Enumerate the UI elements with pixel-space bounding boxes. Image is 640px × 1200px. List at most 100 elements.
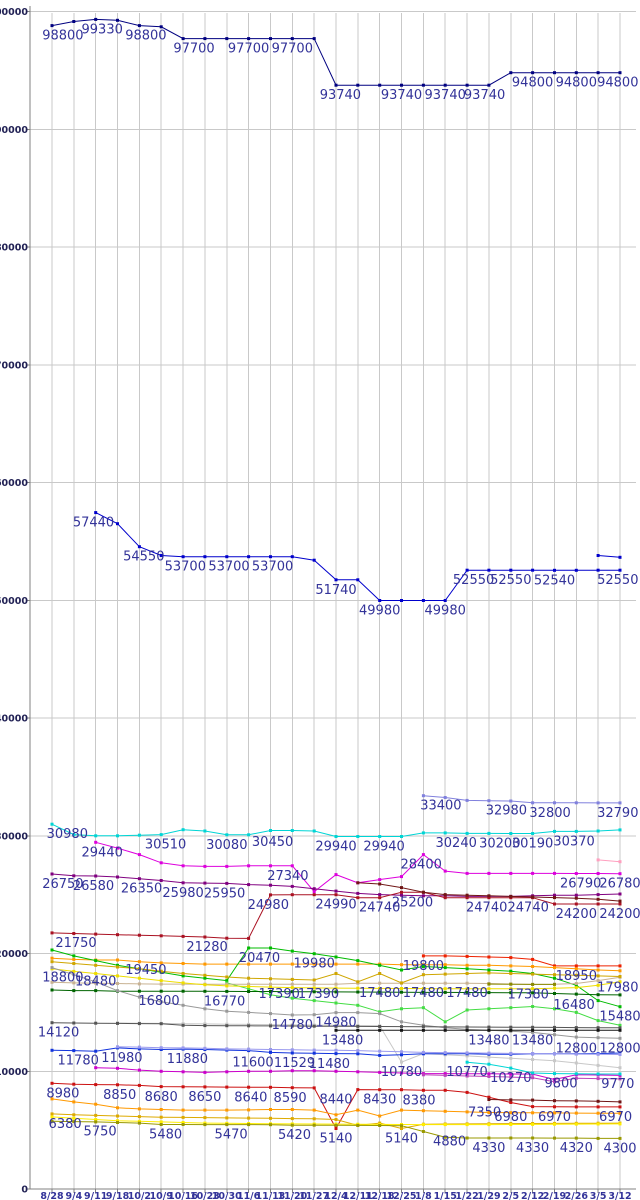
series-darkgreen-marker	[181, 989, 185, 993]
series-orange-low-marker	[356, 1108, 360, 1112]
series-orange-marker	[247, 962, 251, 966]
series-cyan-marker	[203, 829, 207, 833]
series-darkgreen-marker	[400, 990, 403, 994]
series-purple-marker	[596, 893, 600, 897]
series-darkred-low-marker	[574, 1105, 578, 1109]
series-darkred-low-marker	[225, 1085, 229, 1089]
point-label: 17480	[403, 986, 444, 1001]
series-yellow-mid-marker	[356, 986, 360, 990]
series-olive-marker	[290, 1123, 294, 1127]
point-label: 17480	[446, 986, 487, 1001]
series-lightgray-marker	[203, 1022, 207, 1026]
series-gold-mid-marker	[72, 962, 76, 965]
series-black-marker	[465, 1028, 469, 1032]
series-orange-marker	[487, 963, 491, 967]
series-purple-marker	[137, 877, 141, 881]
series-orange-low-marker	[334, 1113, 338, 1117]
series-magenta-low-marker	[137, 1068, 141, 1072]
series-yellow-mid-marker	[421, 987, 425, 991]
series-olive-short-marker	[509, 982, 513, 986]
series-yellow-low-marker	[574, 1122, 578, 1126]
series-periwinkle-marker	[421, 794, 425, 798]
series-lightgray-marker	[553, 1059, 556, 1063]
series-tan-marker	[443, 981, 447, 985]
series-darkgray-marker	[531, 1025, 535, 1029]
series-orange-low-marker	[225, 1108, 229, 1112]
point-label: 30190	[512, 837, 553, 852]
series-periwinkle-low-marker	[312, 1048, 316, 1052]
point-label: 11980	[101, 1051, 142, 1066]
series-gray-marker	[225, 1009, 229, 1013]
series-orange-marker	[443, 963, 447, 967]
point-label: 18950	[556, 969, 597, 984]
series-gold-low-marker	[72, 1113, 76, 1117]
series-darkgreen-marker	[159, 989, 163, 993]
series-gold-mid-marker	[443, 972, 447, 976]
series-tan-marker	[72, 981, 76, 985]
series-cyan-marker	[290, 829, 294, 832]
series-blue-marker	[531, 568, 535, 572]
series-green-marker	[334, 955, 338, 959]
series-orange-low-marker	[378, 1114, 382, 1118]
series-orange-low-marker	[181, 1108, 185, 1112]
series-darkgreen-marker	[203, 989, 207, 993]
series-gold-mid-marker	[378, 972, 382, 975]
series-navy-marker	[487, 83, 491, 87]
series-gold-mid-marker	[465, 972, 469, 975]
point-label: 94800	[556, 76, 597, 91]
point-label: 17390	[259, 987, 300, 1002]
series-maroon-marker	[94, 932, 98, 936]
x-axis-tick-label: 10/30	[212, 1191, 242, 1200]
series-green-marker	[290, 949, 294, 953]
series-cyan-low-line	[467, 1061, 620, 1075]
series-magenta-marker	[465, 871, 469, 875]
series-lightgray-line	[117, 1022, 621, 1069]
point-label: 10270	[490, 1071, 531, 1086]
series-blue-marker	[247, 555, 251, 559]
point-label: 30080	[206, 838, 247, 853]
series-blue-low-marker	[72, 1049, 76, 1053]
series-gold-low-marker	[225, 1116, 229, 1120]
series-orange-low-marker	[487, 1111, 491, 1114]
series-lightgreen-marker	[509, 1006, 513, 1010]
series-yellow-mid-marker	[225, 984, 229, 988]
series-gold-low-marker	[203, 1116, 207, 1120]
series-orange-low-marker	[443, 1109, 447, 1113]
series-maroon-marker	[72, 932, 76, 935]
y-axis-tick-label: 10000	[0, 1067, 28, 1078]
series-navy-marker	[596, 71, 600, 75]
series-cyan-marker	[334, 835, 338, 838]
series-maroon-marker	[50, 931, 54, 935]
series-blue-marker	[116, 522, 119, 526]
series-periwinkle-low-marker	[181, 1046, 185, 1050]
series-gray-marker	[269, 1012, 272, 1016]
series-darkred-low-marker	[509, 1101, 513, 1104]
x-axis-tick-label: 12/18	[365, 1191, 395, 1200]
y-axis-tick-label: 70000	[0, 360, 28, 371]
series-cyan-marker	[247, 833, 251, 837]
series-maroon-marker	[356, 896, 360, 900]
point-label: 97700	[173, 42, 214, 57]
point-label: 9800	[544, 1077, 577, 1092]
series-magenta-low-marker	[225, 1070, 229, 1074]
series-darkgreen-marker	[290, 990, 294, 994]
point-label: 16480	[553, 998, 594, 1013]
series-lightgray-marker	[465, 1054, 469, 1058]
series-yellow-mid-marker	[269, 985, 272, 989]
series-cyan-low-marker	[574, 1072, 578, 1076]
series-navy-marker	[531, 71, 535, 75]
x-axis-tick-label: 1/15	[434, 1191, 457, 1200]
series-navy-marker	[181, 37, 185, 41]
series-green-marker	[181, 974, 185, 978]
series-violet-low-marker	[618, 1077, 622, 1081]
point-label: 11780	[58, 1053, 99, 1068]
series-yellow-mid-marker	[487, 987, 491, 991]
series-red-marker	[531, 957, 535, 961]
series-periwinkle-marker	[443, 796, 447, 799]
x-axis-tick-label: 12/25	[387, 1191, 417, 1200]
series-red-marker	[421, 954, 425, 958]
series-yellow-low-marker	[443, 1123, 447, 1127]
series-darkgreen-marker	[137, 989, 141, 993]
series-gold-mid-marker	[137, 967, 141, 971]
series-orange-marker	[574, 967, 578, 971]
